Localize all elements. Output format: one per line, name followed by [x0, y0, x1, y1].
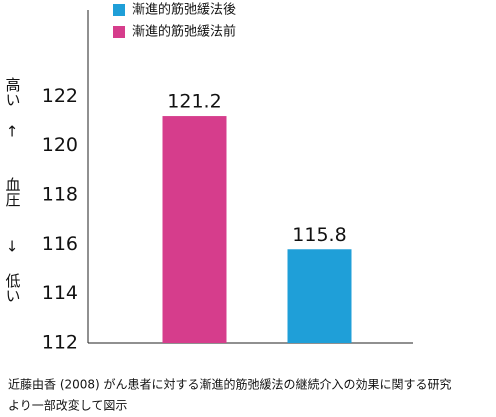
y-label-top: 高い: [4, 77, 22, 107]
source-note: 近藤由香 (2008) がん患者に対する漸進的筋弛緩法の継続介入の効果に関する研…: [8, 377, 452, 392]
y-tick-label: 120: [42, 134, 78, 156]
y-tick-label: 114: [42, 282, 78, 304]
value-label: 115.8: [292, 224, 346, 246]
y-tick-label: 116: [42, 233, 78, 255]
y-label: 血圧: [4, 177, 22, 207]
source-note: より一部改変して図示: [8, 398, 127, 413]
legend-swatch: [113, 4, 125, 16]
y-tick-label: 112: [42, 332, 78, 354]
y-label-bottom: 低い: [4, 273, 22, 303]
y-label-arrow: ↑: [6, 123, 19, 141]
y-label-arrow: ↓: [6, 238, 19, 256]
legend-label: 漸進的筋弛緩法前: [132, 24, 236, 40]
bar: [162, 116, 227, 343]
value-label: 121.2: [167, 91, 221, 113]
legend-label: 漸進的筋弛緩法後: [132, 2, 236, 18]
y-tick-label: 118: [42, 184, 78, 206]
legend-swatch: [113, 26, 125, 38]
y-tick-label: 122: [42, 85, 78, 107]
bar: [287, 249, 352, 343]
